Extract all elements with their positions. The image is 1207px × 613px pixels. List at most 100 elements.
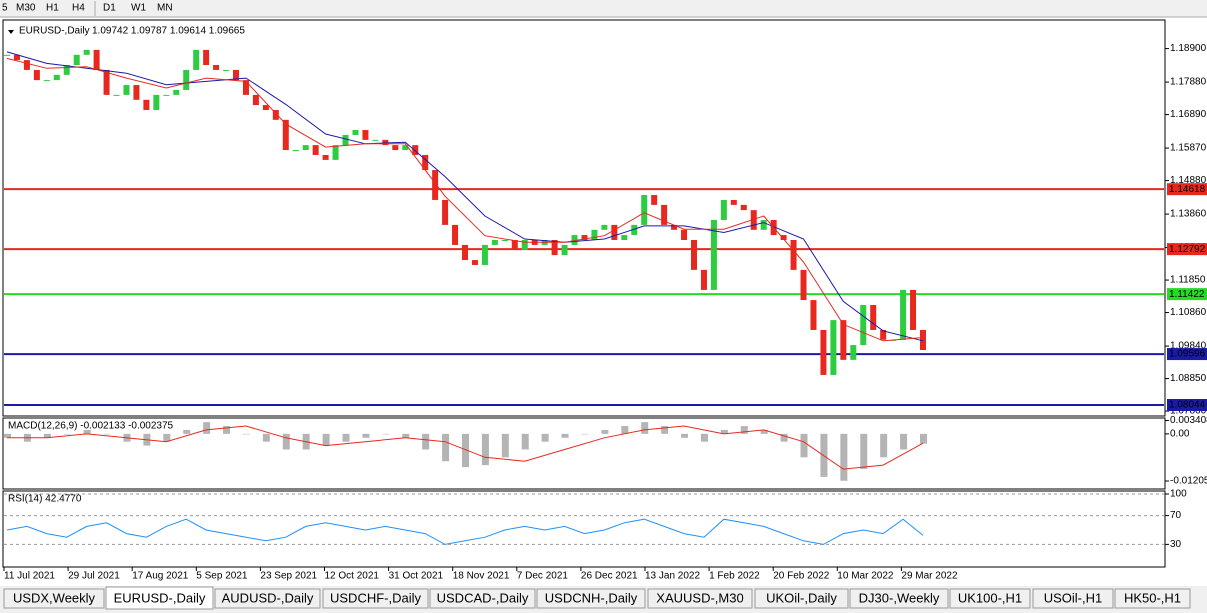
candle [910,289,917,330]
tab[interactable] [1032,588,1114,609]
candle [402,145,409,151]
candle [760,219,767,230]
macd-panel [2,417,1166,490]
tab-label[interactable]: USDCHF-,Daily [330,590,422,605]
macd-bar [83,429,91,434]
candle [193,49,200,70]
tab-label[interactable]: USOil-,H1 [1044,590,1103,605]
candle [850,345,857,360]
rsi-title: RSI(14) 42.4770 [8,494,82,505]
candle [392,145,399,151]
candle [870,305,877,330]
level-label: 1.11422 [1169,289,1205,300]
tab[interactable] [214,588,321,609]
x-tick-label: 20 Feb 2022 [773,571,830,582]
timeframe-button[interactable]: 5 [2,3,8,14]
timeframe-button[interactable]: W1 [131,3,146,14]
tab-label[interactable]: DJ30-,Weekly [859,590,940,605]
macd-bar [163,433,171,442]
candle [750,210,757,230]
candle [511,240,518,250]
level-tag [1167,183,1207,196]
candle [33,69,40,81]
tab-label[interactable]: USDCAD-,Daily [437,590,529,605]
candle [681,229,688,241]
candle [153,94,160,110]
candle [183,69,190,90]
y-tick-label: 1.11850 [1170,275,1206,286]
level-label: 1.09596 [1169,349,1206,360]
tab-label[interactable]: UKOil-,Daily [766,590,837,605]
candle [442,199,449,225]
timeframe-button[interactable]: H4 [72,3,85,14]
candle [63,65,70,75]
candle [332,145,339,160]
tab[interactable] [322,588,429,609]
level-tag [1167,243,1207,256]
tab-label[interactable]: UK100-,H1 [958,590,1022,605]
ohlc-label: 1.09742 1.09787 1.09614 1.09665 [92,26,245,37]
rsi-line [6,518,924,545]
collapse-arrow[interactable] [8,30,14,34]
tab-label[interactable]: HK50-,H1 [1124,590,1181,605]
x-tick-label: 18 Nov 2021 [453,571,510,582]
candle [43,80,50,82]
candle [920,329,926,350]
x-tick-label: 11 Jul 2021 [4,571,55,582]
timeframe-button[interactable]: M30 [16,3,36,14]
macd-bar [521,433,529,450]
macd-bar [601,429,609,434]
candle [452,224,459,245]
tab[interactable] [105,586,214,610]
tab[interactable] [849,588,949,609]
candle [372,139,379,141]
macd-bar [541,433,549,442]
tab-label[interactable]: XAUUSD-,M30 [656,590,743,605]
price-panel [2,19,1166,417]
tab[interactable] [1114,588,1191,609]
candle [143,99,150,110]
tab[interactable] [647,588,753,609]
x-tick-label: 5 Sep 2021 [196,571,248,582]
timeframe-button[interactable]: MN [157,3,173,14]
macd-bar [462,433,469,468]
candle [601,224,608,230]
candle [591,229,598,241]
macd-bar [581,433,589,435]
candle [481,244,488,265]
candle [860,305,867,346]
timeframe-button[interactable]: H1 [46,3,59,14]
y-tick-label: 30 [1170,539,1182,550]
tab-label[interactable]: AUDUSD-,Daily [222,590,314,605]
timeframe-button[interactable]: D1 [103,3,116,14]
x-tick-label: 26 Dec 2021 [581,571,638,582]
macd-bar [561,433,569,438]
candle [641,195,648,225]
candle [671,224,678,230]
tab-label[interactable]: USDX,Weekly [13,590,96,605]
y-tick-label: 1.10860 [1170,307,1207,318]
tab-label[interactable]: USDCNH-,Daily [545,590,638,605]
candle [382,139,389,146]
tab-label[interactable]: EURUSD-,Daily [114,590,206,605]
ma-slow-line [6,51,924,342]
candle [521,240,528,250]
macd-bar [203,422,211,434]
macd-bar [860,433,868,470]
macd-bar [880,433,888,458]
tab[interactable] [949,588,1031,609]
candle [4,54,10,56]
candle [571,235,578,245]
tab[interactable] [3,588,105,609]
macd-bar [481,433,489,466]
toolbar [0,0,1207,17]
macd-bar [740,426,748,434]
tab[interactable] [429,588,536,609]
tab[interactable] [754,588,849,609]
macd-bar [900,433,908,450]
macd-bar [223,426,231,434]
candle [312,145,319,155]
tab[interactable] [536,588,646,609]
y-tick-label: 70 [1170,510,1182,521]
